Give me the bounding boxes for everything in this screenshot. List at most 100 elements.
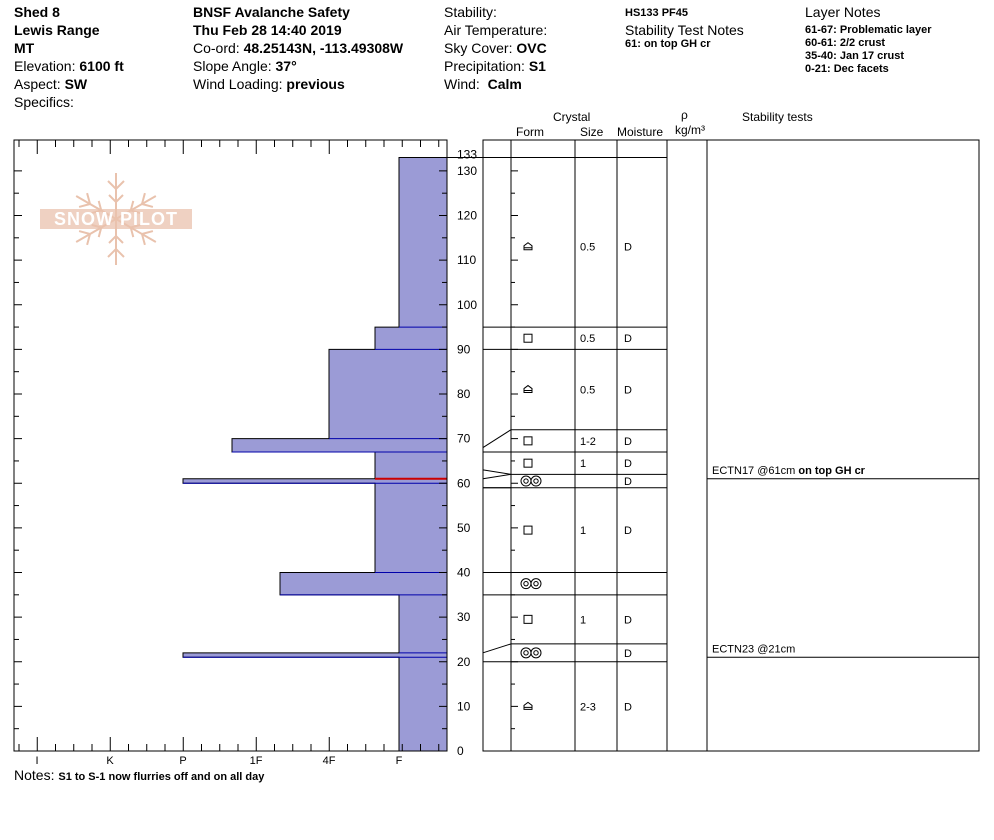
depth-tick-label: 40 — [457, 566, 471, 580]
size-header: Size — [580, 125, 604, 139]
hardness-bar — [232, 438, 447, 453]
hardness-bar — [399, 594, 447, 653]
grain-size-value: 1 — [580, 458, 586, 470]
stability-test-result: ECTN23 @21cm — [712, 643, 795, 655]
depth-tick-label: 30 — [457, 610, 471, 624]
grain-size-value: 0.5 — [580, 333, 595, 345]
air-temp-label: Air Temperature: — [444, 22, 548, 38]
moisture-value: D — [624, 436, 632, 448]
grain-size-value: 1 — [580, 525, 586, 537]
facet-icon — [523, 436, 533, 446]
melt-freeze-crust-icon — [530, 475, 542, 487]
melt-freeze-crust-icon — [533, 650, 539, 656]
hardness-tick-label: K — [106, 755, 114, 767]
hardness-bar — [399, 657, 447, 751]
aspect-row: Aspect: SW — [14, 75, 87, 93]
precip-row: Precipitation: S1 — [444, 57, 546, 75]
hardness-tick-label: P — [179, 755, 186, 767]
depth-tick-label: 50 — [457, 521, 471, 535]
moisture-value: D — [624, 525, 632, 537]
range-name: Lewis Range — [14, 22, 100, 38]
moisture-value: D — [624, 385, 632, 397]
hardness-bar — [375, 327, 447, 350]
moisture-value: D — [624, 242, 632, 254]
density-unit: kg/m³ — [675, 123, 705, 137]
form-header: Form — [516, 125, 544, 139]
melt-freeze-crust-icon — [520, 647, 532, 659]
wind-loading-label: Wind Loading: — [193, 76, 283, 92]
density-symbol: ρ — [681, 108, 688, 122]
stability-test-note: on top GH cr — [798, 465, 865, 477]
depth-tick-label: 70 — [457, 432, 471, 446]
snowflake-icon — [78, 230, 92, 246]
logo-text: SNOW PILOT — [54, 209, 178, 229]
moisture-value: D — [624, 333, 632, 345]
grain-size-value: 1-2 — [580, 436, 596, 448]
elevation-label: Elevation: — [14, 58, 76, 74]
moisture-value: D — [624, 476, 632, 488]
logo-band — [40, 209, 192, 229]
hardness-tick-label: 1F — [250, 755, 263, 767]
melt-freeze-crust-icon — [530, 647, 542, 659]
moisture-value: D — [624, 648, 632, 660]
snowflake-icon — [78, 192, 92, 208]
wind-loading-row: Wind Loading: previous — [193, 75, 345, 93]
grain-size-value: 0.5 — [580, 385, 595, 397]
snowflake-icon — [107, 247, 125, 258]
state-name: MT — [14, 40, 35, 56]
wind-row: Wind: Calm — [444, 75, 522, 93]
specifics-label: Specifics: — [14, 94, 74, 110]
depth-tick-label: 90 — [457, 342, 471, 356]
melt-freeze-crust-icon — [533, 580, 539, 587]
depth-tick-label: 110 — [457, 253, 476, 267]
hardness-bar — [329, 349, 447, 439]
elevation-value: 6100 ft — [79, 58, 124, 74]
wind-loading-value: previous — [286, 76, 345, 92]
facet-icon — [523, 614, 533, 624]
layer-table-frame — [482, 139, 980, 752]
depth-tick-label: 20 — [457, 655, 471, 669]
aspect-label: Aspect: — [14, 76, 61, 92]
moisture-value: D — [624, 701, 632, 713]
melt-freeze-crust-icon — [530, 578, 542, 590]
melt-freeze-crust-icon — [523, 580, 529, 587]
hardness-bar — [183, 652, 447, 658]
precip-value: S1 — [528, 58, 546, 74]
hardness-bar — [280, 572, 447, 595]
hardness-tick-label: I — [35, 755, 38, 767]
moisture-header: Moisture — [617, 125, 664, 139]
org-name: BNSF Avalanche Safety — [193, 4, 350, 20]
wind-label: Wind: — [444, 76, 480, 92]
layer-note: 35-40: Jan 17 crust — [805, 50, 905, 62]
depth-tick-label: 133 — [457, 147, 477, 161]
hardness-tick-label: 4F — [323, 755, 336, 767]
stability-tests-header: Stability tests — [742, 110, 813, 124]
notes-text: S1 to S-1 now flurries off and on all da… — [58, 771, 265, 783]
melt-freeze-crust-icon — [533, 478, 539, 484]
faceted-rounded-icon — [523, 384, 533, 394]
hs-value: HS133 PF45 — [625, 7, 688, 19]
depth-tick-label: 60 — [457, 476, 471, 490]
obs-datetime: Thu Feb 28 14:40 2019 — [193, 22, 342, 38]
snowflake-icon — [107, 180, 125, 191]
facet-icon — [523, 525, 533, 535]
wind-value: Calm — [487, 76, 522, 92]
notes-label: Notes: — [14, 767, 55, 783]
slope-value: 37° — [275, 58, 297, 74]
crystal-header: Crystal — [553, 110, 591, 124]
snowflake-icon — [108, 194, 124, 204]
stability-notes-title: Stability Test Notes — [625, 22, 744, 38]
site-name: Shed 8 — [14, 4, 60, 20]
grain-size-value: 2-3 — [580, 701, 596, 713]
depth-tick-label: 120 — [457, 209, 477, 223]
facet-icon — [523, 458, 533, 468]
depth-tick-label: 80 — [457, 387, 471, 401]
slope-label: Slope Angle: — [193, 58, 272, 74]
depth-tick-label: 100 — [457, 298, 477, 312]
melt-freeze-crust-icon — [523, 478, 529, 484]
stability-note: 61: on top GH cr — [625, 38, 711, 50]
snowflake-icon — [140, 192, 154, 208]
table-connector-line — [482, 429, 512, 448]
melt-freeze-crust-icon — [520, 578, 532, 590]
